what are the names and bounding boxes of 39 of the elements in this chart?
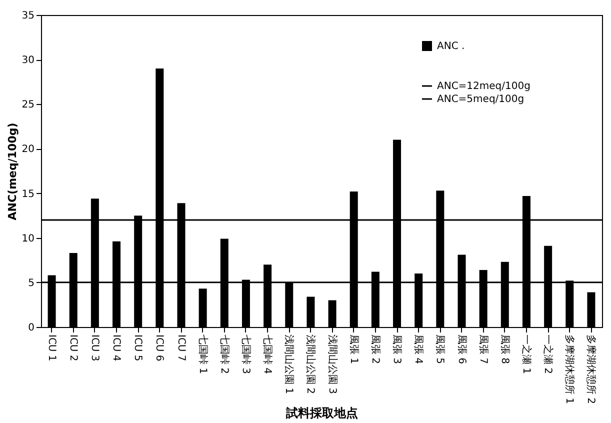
x-tick-label: 風張 1: [348, 334, 359, 364]
legend-label: ANC .: [437, 41, 465, 52]
x-tick-label: ICU 7: [175, 334, 186, 362]
x-tick-label: 浅間山公園 3: [326, 334, 338, 394]
x-tick-label: ICU 6: [154, 334, 165, 362]
x-tick-label: 多摩湖休憩所 1: [564, 334, 576, 404]
x-tick-label: 風張 7: [477, 334, 488, 364]
x-tick-label: 風張 3: [391, 334, 402, 364]
x-tick-label: ICU 1: [46, 334, 57, 362]
x-tick-label: 風張 8: [498, 334, 510, 364]
x-tick-label: ICU 3: [88, 334, 100, 362]
y-tick-label: 5: [28, 278, 34, 289]
x-tick-label: 浅間山公園 1: [283, 334, 296, 394]
y-tick-label: 35: [22, 10, 34, 22]
x-tick-label: 七国峠 1: [196, 334, 209, 374]
x-tick-label: 七国峠 2: [218, 334, 230, 374]
x-tick-label: 一之瀬 1: [520, 334, 532, 374]
y-tick-label: 20: [22, 144, 34, 156]
x-tick-label: 七国峠 4: [262, 334, 274, 374]
y-tick-label: 15: [22, 188, 34, 200]
x-axis-title: 試料採取地点: [285, 406, 358, 420]
x-tick-label: ICU 5: [132, 334, 144, 362]
x-tick-label: ICU 2: [67, 334, 78, 362]
y-tick-label: 30: [22, 55, 34, 66]
x-tick-label: 一之瀬 2: [542, 334, 554, 374]
x-tick-label: 七国峠 3: [240, 334, 252, 374]
y-tick-label: 0: [28, 322, 34, 334]
x-tick-label: 風張 6: [456, 334, 467, 364]
x-tick-label: 風張 5: [434, 334, 446, 364]
legend-label: ANC=12meq/100g: [437, 81, 530, 92]
y-axis-title: ANC(meq/100g): [6, 122, 19, 220]
legend-label: ANC=5meq/100g: [437, 94, 524, 105]
x-tick-label: 風張 4: [412, 334, 424, 364]
x-tick-label: ICU 4: [110, 334, 122, 362]
x-tick-label: 浅間山公園 2: [304, 334, 317, 394]
x-tick-label: 多摩湖休憩所 2: [585, 334, 598, 404]
x-tick-label: 風張 2: [369, 334, 380, 364]
y-tick-label: 25: [22, 100, 34, 111]
y-tick-label: 10: [22, 233, 34, 244]
